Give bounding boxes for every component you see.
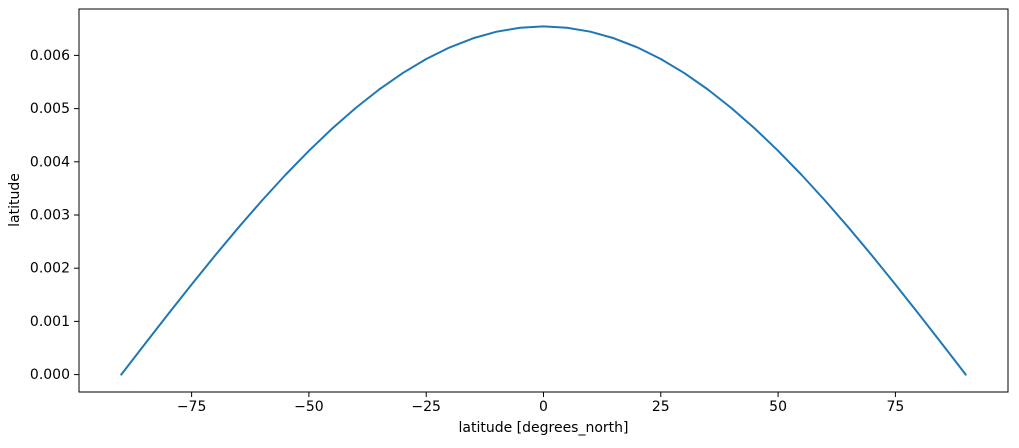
y-axis-label: latitude: [7, 173, 23, 227]
y-axis-tick-label: 0.002: [30, 261, 70, 277]
y-axis-tick-label: 0.006: [30, 48, 70, 64]
y-axis-tick-label: 0.005: [30, 101, 70, 117]
data-line: [120, 25, 967, 376]
x-axis-tick-label: 0: [539, 399, 548, 415]
y-axis-tick-label: 0.004: [30, 154, 70, 170]
x-axis-label: latitude [degrees_north]: [458, 420, 629, 436]
x-axis-tick-label: 25: [652, 399, 670, 415]
x-axis-tick-label: −25: [411, 399, 441, 415]
x-axis-tick-label: −75: [177, 399, 207, 415]
plot-border: [78, 8, 1009, 393]
y-axis-tick-label: 0.003: [30, 207, 70, 223]
y-axis-tick-label: 0.000: [30, 367, 70, 383]
y-axis-tick-label: 0.001: [30, 314, 70, 330]
x-axis-tick-label: −50: [294, 399, 324, 415]
x-axis-tick-label: 75: [886, 399, 904, 415]
x-axis-tick-label: 50: [769, 399, 787, 415]
